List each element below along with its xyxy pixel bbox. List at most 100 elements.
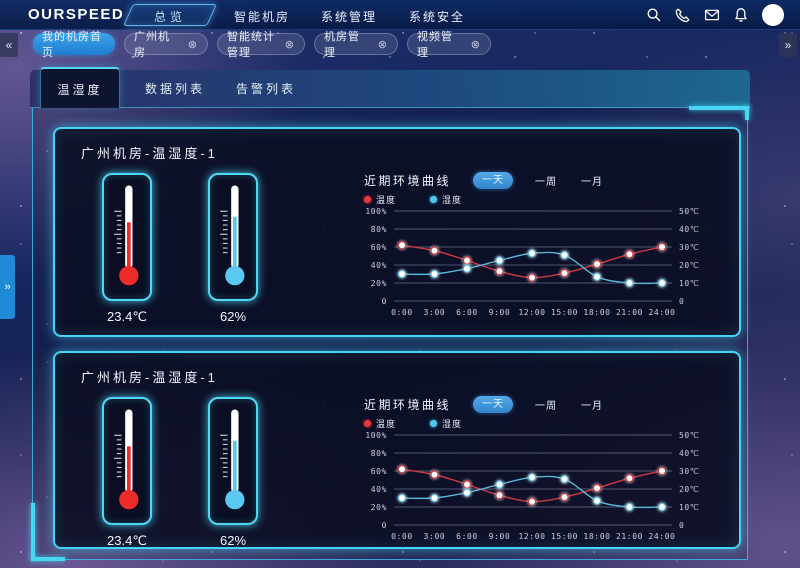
legend-humidity: 湿度: [430, 417, 462, 430]
close-icon[interactable]: ⊗: [470, 38, 481, 51]
user-avatar[interactable]: [762, 4, 784, 26]
svg-text:0:00: 0:00: [391, 308, 413, 317]
chart-header: 近期环境曲线 一天 一周 一月: [364, 395, 738, 413]
svg-text:100%: 100%: [365, 207, 387, 216]
legend-label: 湿度: [442, 419, 463, 429]
svg-text:40%: 40%: [371, 261, 387, 270]
mail-icon[interactable]: [704, 7, 720, 23]
tab-label: 广州机房: [134, 31, 170, 59]
range-button-day[interactable]: 一天: [473, 171, 514, 189]
svg-text:40℃: 40℃: [679, 225, 699, 234]
tab-alarm-list[interactable]: 告警列表: [235, 82, 296, 96]
legend-dot-blue: [430, 420, 438, 427]
close-icon[interactable]: ⊗: [284, 38, 295, 51]
close-icon[interactable]: ⊗: [187, 38, 198, 51]
svg-text:15:00: 15:00: [551, 308, 578, 317]
nav-item-system-mgmt[interactable]: 系统管理: [321, 10, 378, 24]
range-button-month[interactable]: 一月: [581, 176, 604, 188]
chart-title: 近期环境曲线: [364, 173, 452, 188]
corner-accent: [689, 106, 749, 110]
svg-text:0: 0: [382, 521, 387, 530]
sensor-panel: 广州机房-温湿度-1: [53, 351, 741, 549]
svg-text:18:00: 18:00: [583, 532, 610, 541]
top-nav: OURSPEED 总览 智能机房 系统管理 系统安全: [0, 0, 800, 30]
tab-video-mgmt[interactable]: 视频管理 ⊗: [407, 31, 491, 59]
svg-text:100%: 100%: [365, 431, 387, 440]
svg-text:18:00: 18:00: [583, 308, 610, 317]
svg-text:21:00: 21:00: [616, 308, 643, 317]
svg-text:3:00: 3:00: [424, 308, 446, 317]
range-button-month[interactable]: 一月: [581, 400, 604, 412]
nav-item-system-security[interactable]: 系统安全: [409, 10, 466, 24]
panel-title: 广州机房-温湿度-1: [81, 146, 218, 161]
thermometer-humidity: [208, 397, 258, 525]
nav-item-smart-room[interactable]: 智能机房: [234, 10, 291, 24]
panel-title: 广州机房-温湿度-1: [81, 370, 218, 385]
svg-text:80%: 80%: [371, 449, 387, 458]
tab-my-room-home[interactable]: 我的机房首页: [33, 31, 115, 59]
legend-label: 湿度: [442, 195, 463, 205]
thermometer-temperature: [102, 397, 152, 525]
chart-header: 近期环境曲线 一天 一周 一月: [364, 171, 738, 189]
range-button-week[interactable]: 一周: [535, 176, 558, 188]
tab-guangzhou-room[interactable]: 广州机房 ⊗: [124, 31, 208, 59]
svg-text:50℃: 50℃: [679, 431, 699, 440]
svg-text:30℃: 30℃: [679, 243, 699, 252]
corner-accent: [31, 503, 35, 561]
content-tab-bar: 温湿度 数据列表 告警列表: [30, 67, 750, 108]
svg-text:12:00: 12:00: [518, 308, 545, 317]
legend-label: 温度: [376, 419, 397, 429]
svg-text:3:00: 3:00: [424, 532, 446, 541]
tab-label: 我的机房首页: [42, 31, 102, 59]
range-button-week[interactable]: 一周: [535, 400, 558, 412]
svg-text:20%: 20%: [371, 279, 387, 288]
svg-text:20℃: 20℃: [679, 485, 699, 494]
svg-text:10℃: 10℃: [679, 503, 699, 512]
legend-humidity: 湿度: [430, 193, 462, 206]
temperature-value: 23.4℃: [107, 309, 147, 324]
tab-label: 视频管理: [417, 31, 453, 59]
tab-strip: « 我的机房首页 广州机房 ⊗ 智能统计管理 ⊗ 机房管理 ⊗ 视频管理 ⊗ »: [0, 31, 800, 59]
range-button-day[interactable]: 一天: [473, 395, 514, 413]
bell-icon[interactable]: [733, 7, 749, 23]
svg-text:12:00: 12:00: [518, 532, 545, 541]
legend-temperature: 温度: [364, 193, 396, 206]
svg-text:24:00: 24:00: [648, 532, 675, 541]
humidity-value: 62%: [219, 533, 247, 548]
temperature-value: 23.4℃: [107, 533, 147, 548]
corner-accent: [745, 106, 749, 120]
tab-data-list[interactable]: 数据列表: [144, 82, 205, 96]
sensor-panel: 广州机房-温湿度-1: [53, 127, 741, 337]
svg-text:10℃: 10℃: [679, 279, 699, 288]
tab-temp-humidity[interactable]: 温湿度: [40, 67, 120, 108]
svg-text:0: 0: [679, 297, 684, 306]
svg-text:6:00: 6:00: [456, 532, 478, 541]
tab-label: 机房管理: [324, 31, 360, 59]
top-icon-group: [646, 0, 784, 30]
tab-room-mgmt[interactable]: 机房管理 ⊗: [314, 31, 398, 59]
phone-icon[interactable]: [675, 7, 691, 23]
tabstrip-scroll-right-button[interactable]: »: [779, 33, 797, 57]
svg-text:20%: 20%: [371, 503, 387, 512]
svg-text:0: 0: [382, 297, 387, 306]
chart-legend: 温度 湿度: [364, 417, 462, 430]
thermometer-graphic-red: [114, 409, 139, 510]
tab-smart-stats-mgmt[interactable]: 智能统计管理 ⊗: [217, 31, 305, 59]
content-area: 广州机房-温湿度-1: [31, 106, 749, 561]
search-icon[interactable]: [646, 7, 662, 23]
svg-text:40%: 40%: [371, 485, 387, 494]
svg-text:80%: 80%: [371, 225, 387, 234]
close-icon[interactable]: ⊗: [377, 38, 388, 51]
nav-item-overview[interactable]: 总览: [153, 10, 186, 24]
tabstrip-scroll-left-button[interactable]: «: [0, 33, 18, 57]
svg-text:60%: 60%: [371, 467, 387, 476]
sidebar-expand-handle[interactable]: »: [0, 255, 15, 319]
thermometer-temperature: [102, 173, 152, 301]
corner-accent: [31, 557, 65, 561]
svg-text:9:00: 9:00: [489, 308, 511, 317]
legend-temperature: 温度: [364, 417, 396, 430]
svg-text:50℃: 50℃: [679, 207, 699, 216]
svg-text:40℃: 40℃: [679, 449, 699, 458]
svg-text:0:00: 0:00: [391, 532, 413, 541]
svg-text:6:00: 6:00: [456, 308, 478, 317]
